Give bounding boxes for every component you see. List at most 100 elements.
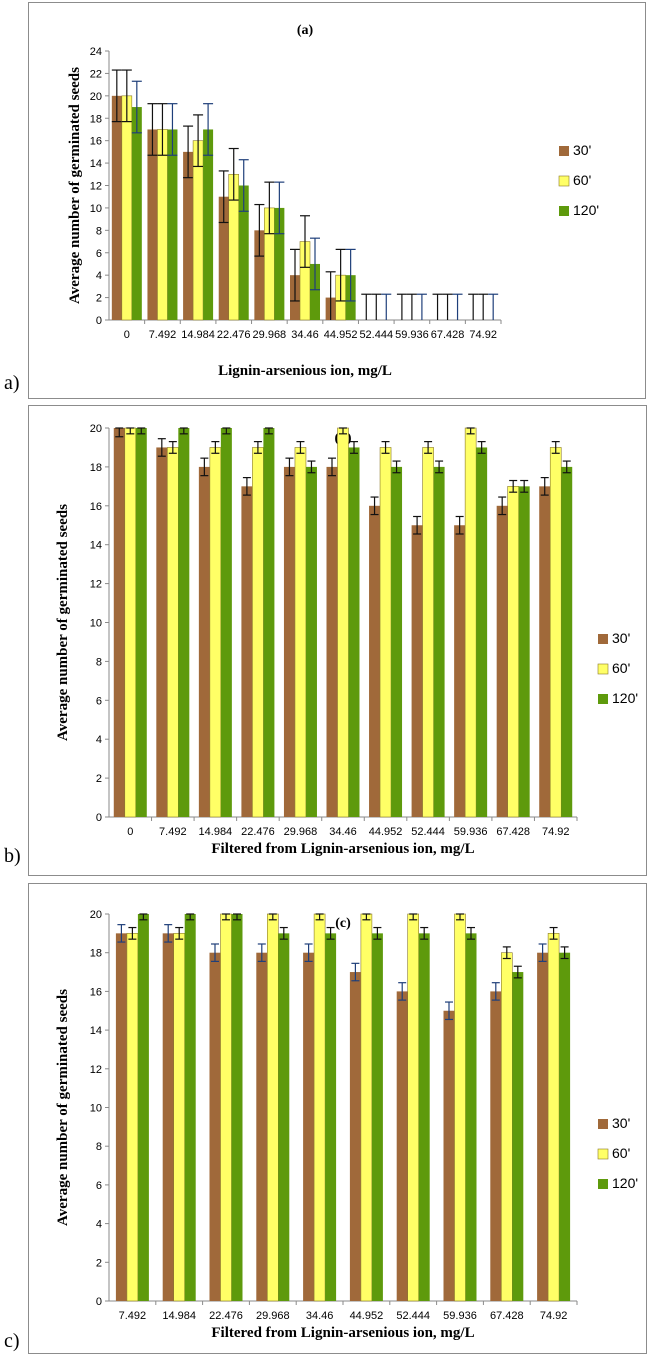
- y-tick-label: 0: [96, 1296, 102, 1308]
- x-tick-label: 34.46: [291, 329, 319, 341]
- bar: [241, 486, 253, 817]
- bar: [326, 466, 338, 817]
- x-tick-label: 29.968: [256, 1310, 290, 1322]
- bar: [192, 140, 204, 321]
- y-tick-label: 8: [96, 656, 102, 668]
- bar: [396, 991, 408, 1301]
- y-tick-label: 8: [96, 225, 102, 237]
- bar: [537, 952, 549, 1301]
- legend-swatch: [558, 175, 570, 187]
- legend-swatch: [598, 694, 608, 704]
- bar: [283, 466, 295, 817]
- bar: [198, 466, 210, 817]
- bar: [167, 447, 179, 818]
- y-tick-label: 6: [96, 248, 102, 260]
- legend-label: 120': [573, 202, 599, 218]
- bar: [464, 427, 477, 818]
- bar: [547, 933, 560, 1302]
- bar: [559, 952, 571, 1301]
- y-tick-label: 10: [90, 618, 102, 630]
- panel-label-a: a): [4, 372, 20, 394]
- bar: [325, 933, 337, 1301]
- y-axis-title: Average number of germinated seeds: [55, 504, 71, 741]
- bar: [184, 914, 196, 1301]
- y-tick-label: 16: [90, 986, 102, 998]
- bar: [294, 447, 307, 818]
- x-tick-label: 14.984: [181, 329, 215, 341]
- bar: [111, 95, 122, 320]
- x-tick-label: 0: [124, 329, 130, 341]
- bar: [254, 230, 265, 320]
- y-tick-label: 12: [90, 579, 102, 591]
- bar: [496, 505, 508, 817]
- y-tick-label: 18: [90, 113, 102, 125]
- bar: [173, 933, 185, 1302]
- chart-title: (c): [335, 916, 351, 931]
- chart-title: (a): [297, 23, 314, 38]
- bar: [137, 914, 149, 1301]
- legend-label: 60': [573, 172, 591, 188]
- bar: [135, 428, 147, 817]
- bar: [113, 428, 125, 817]
- bar: [391, 466, 403, 817]
- x-tick-label: 74.92: [469, 329, 497, 341]
- y-tick-label: 10: [90, 203, 102, 215]
- bar: [147, 129, 158, 320]
- bar: [379, 447, 392, 818]
- bar: [162, 933, 174, 1301]
- panel-label-c: c): [4, 1330, 20, 1352]
- bar: [476, 447, 488, 817]
- x-tick-label: 44.952: [324, 329, 358, 341]
- legend-label: 60': [612, 1145, 630, 1161]
- bar: [131, 107, 142, 321]
- x-tick-label: 52.444: [359, 329, 393, 341]
- x-tick-label: 52.444: [411, 826, 445, 838]
- bar: [303, 952, 315, 1301]
- legend-label: 30': [573, 142, 591, 158]
- y-tick-label: 0: [96, 812, 102, 824]
- bar: [218, 196, 229, 320]
- bar: [561, 466, 573, 817]
- legend-swatch: [559, 146, 569, 156]
- x-axis-title: Filtered from Lignin-arsenious ion, mg/L: [211, 1325, 474, 1341]
- bar: [518, 486, 530, 817]
- bar: [121, 95, 133, 321]
- bar: [124, 427, 137, 818]
- y-tick-label: 18: [90, 462, 102, 474]
- x-tick-label: 67.428: [496, 826, 530, 838]
- x-tick-label: 59.936: [395, 329, 429, 341]
- bar: [369, 505, 381, 817]
- x-tick-label: 67.428: [490, 1310, 524, 1322]
- legend-label: 30': [612, 630, 630, 646]
- bar: [407, 913, 420, 1302]
- y-tick-label: 20: [90, 423, 102, 435]
- bar: [465, 933, 477, 1301]
- bar: [443, 1010, 455, 1301]
- bar: [278, 933, 290, 1301]
- legend-label: 120': [612, 690, 638, 706]
- legend-swatch: [598, 1119, 608, 1129]
- x-tick-label: 52.444: [396, 1310, 430, 1322]
- y-tick-label: 16: [90, 136, 102, 148]
- y-tick-label: 14: [90, 158, 102, 170]
- bar: [274, 207, 285, 320]
- x-axis-title: Lignin-arsenious ion, mg/L: [218, 363, 392, 379]
- y-axis-title: Average number of germinated seeds: [55, 989, 71, 1226]
- bar: [512, 972, 524, 1301]
- x-tick-label: 7.492: [159, 826, 187, 838]
- bar: [267, 913, 279, 1302]
- x-tick-label: 59.936: [443, 1310, 477, 1322]
- bar: [231, 914, 243, 1301]
- bar: [256, 952, 268, 1301]
- chart-c-svg: (c) 0 2 4 6 8 10 12 14 16 18 20 Average number of ge…: [55, 909, 638, 1341]
- chart-panel-c: (c) 0 2 4 6 8 10 12 14 16 18 20 Average number of ge…: [28, 883, 647, 1354]
- bar: [183, 151, 194, 320]
- y-tick-label: 14: [90, 540, 102, 552]
- y-tick-label: 2: [96, 1257, 102, 1269]
- bar: [238, 185, 249, 320]
- x-tick-label: 34.46: [306, 1310, 334, 1322]
- y-tick-label: 2: [96, 773, 102, 785]
- bar: [348, 447, 360, 817]
- x-tick-label: 22.476: [241, 826, 275, 838]
- bar: [500, 952, 513, 1302]
